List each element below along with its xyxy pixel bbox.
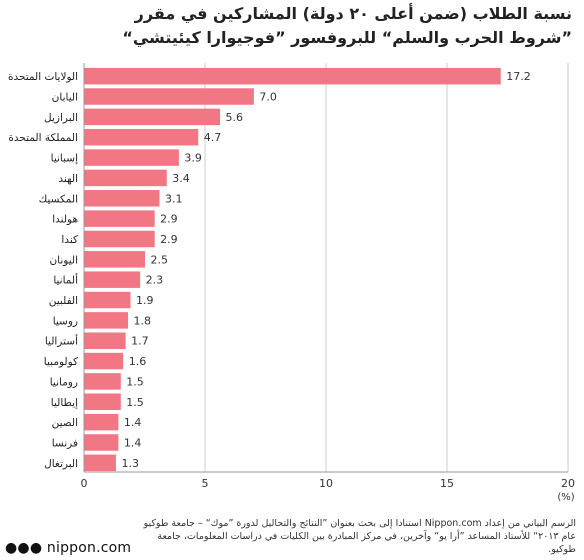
value-label: 3.1 (165, 192, 183, 205)
value-label: 1.4 (124, 416, 142, 429)
category-label: ألمانيا (53, 273, 78, 287)
value-label: 5.6 (226, 111, 244, 124)
value-label: 3.9 (184, 152, 202, 165)
category-label: الفلبين (49, 295, 78, 307)
category-label: كولومبيا (44, 356, 78, 368)
value-label: 2.5 (151, 253, 169, 266)
bar (84, 434, 119, 451)
bar (84, 128, 199, 146)
bar (84, 312, 129, 329)
x-tick-label: 0 (81, 477, 88, 490)
nippon-logo: ●●● nippon.com (5, 540, 131, 556)
chart-title-line2: ”شروط الحرب والسلم“ للبروفسور ”فوجيوارا … (122, 28, 572, 47)
bar (84, 373, 121, 390)
chart-title: نسبة الطلاب (ضمن أعلى ٢٠ دولة) المشاركين… (7, 2, 572, 50)
value-label: 4.7 (204, 131, 222, 144)
category-label: إيطاليا (51, 397, 78, 409)
bar (84, 413, 119, 431)
category-label: الولايات المتحدة (8, 71, 78, 83)
value-label: 17.2 (506, 70, 531, 83)
x-tick-label: 10 (319, 477, 333, 490)
bar (84, 88, 254, 105)
category-label: إسبانيا (51, 153, 78, 165)
category-label: أستراليا (45, 334, 78, 348)
value-label: 1.8 (134, 314, 152, 327)
category-label: البرازيل (44, 112, 78, 124)
bar (84, 352, 124, 370)
chart-title-line1: نسبة الطلاب (ضمن أعلى ٢٠ دولة) المشاركين… (134, 4, 572, 23)
category-label: هولندا (52, 214, 78, 226)
value-label: 2.9 (160, 213, 178, 226)
value-label: 3.4 (172, 172, 190, 185)
value-label: 2.9 (160, 233, 178, 246)
category-label: كندا (61, 234, 78, 246)
category-label: روسيا (53, 315, 78, 327)
x-tick-label: 15 (440, 477, 454, 490)
bar (84, 251, 145, 268)
bar (84, 169, 167, 187)
value-label: 7.0 (259, 91, 277, 104)
value-label: 1.3 (121, 457, 138, 470)
category-label: اليابان (52, 92, 78, 104)
bar (84, 67, 501, 85)
logo-dots: ●●● (5, 540, 43, 556)
category-label: البرتغال (44, 458, 78, 470)
bar (84, 210, 155, 227)
bar (84, 149, 179, 166)
value-label: 1.5 (126, 375, 144, 388)
logo-text: nippon.com (46, 540, 132, 556)
source-note: الرسم البياني من إعداد Nippon.com استناد… (143, 518, 576, 555)
bar (84, 393, 121, 411)
unit-label: (%) (557, 492, 574, 503)
bar (84, 332, 126, 349)
category-label: فرنسا (52, 437, 78, 449)
value-label: 1.6 (129, 355, 147, 368)
value-label: 1.7 (131, 335, 149, 348)
bar (84, 230, 155, 248)
category-label: الهند (58, 173, 78, 185)
category-label: الصين (52, 417, 78, 429)
value-label: 1.9 (136, 294, 154, 307)
x-tick-label: 20 (561, 477, 575, 490)
value-label: 2.3 (146, 274, 164, 287)
category-label: رومانيا (50, 376, 78, 388)
x-tick-label: 5 (202, 477, 209, 490)
category-label: المملكة المتحدة (8, 132, 78, 144)
category-label: المكسيك (39, 193, 78, 205)
bar (84, 291, 131, 309)
bar (84, 190, 160, 207)
value-label: 1.5 (126, 396, 144, 409)
bar (84, 271, 141, 288)
bar (84, 454, 116, 472)
bar (84, 108, 221, 126)
category-label: اليونان (49, 254, 78, 266)
value-label: 1.4 (124, 436, 142, 449)
